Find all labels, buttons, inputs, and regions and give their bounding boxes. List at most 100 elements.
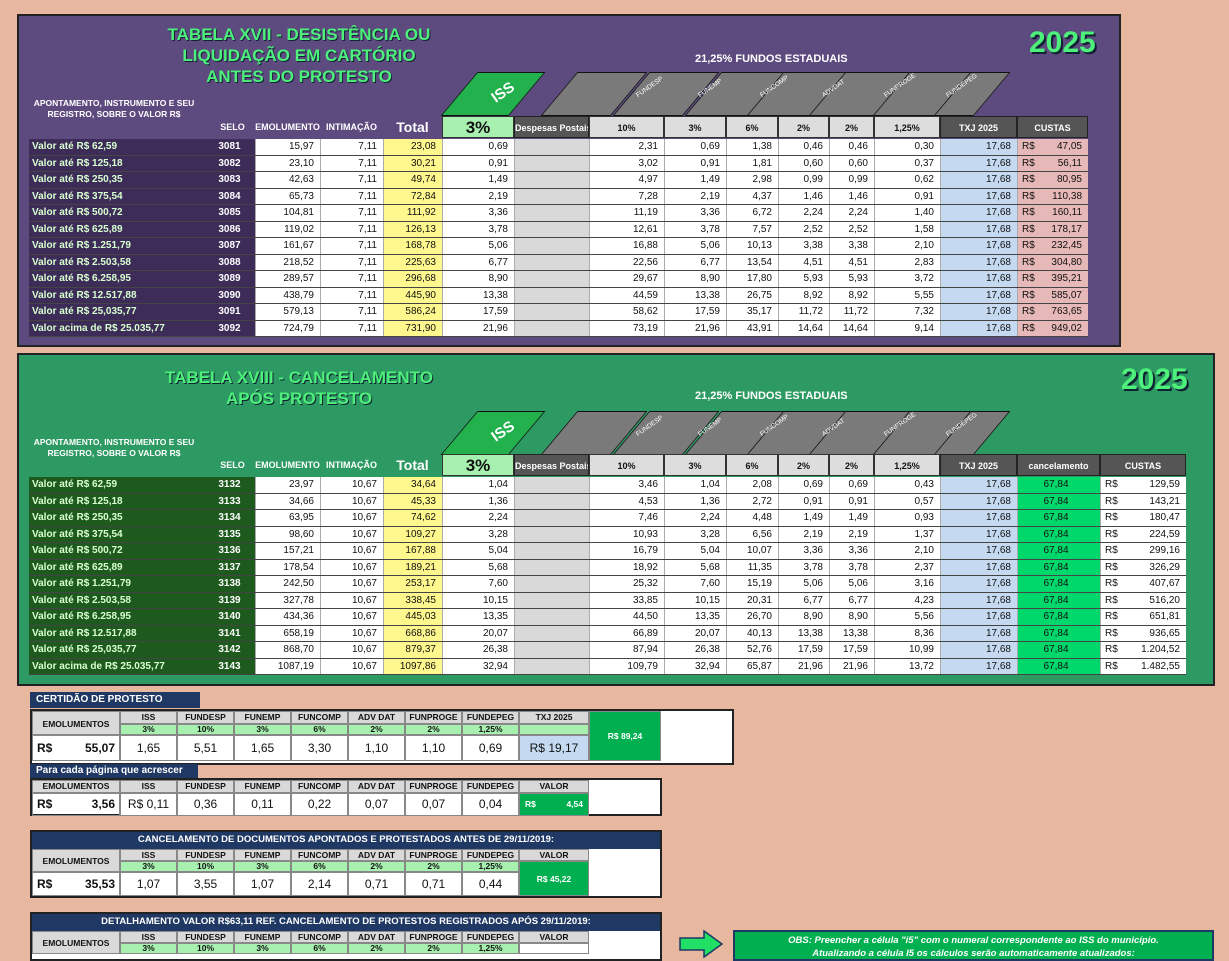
selo-cell: 3137 xyxy=(210,559,255,575)
funcomp-cell: 2,98 xyxy=(726,172,778,188)
table-row: Valor até R$ 1.251,79 3087 161,67 7,11 168,7… xyxy=(29,238,1088,255)
txj-cell: 17,68 xyxy=(940,172,1017,188)
fund-value: 0,36 xyxy=(177,793,234,816)
emolumento-cell: 15,97 xyxy=(255,139,320,155)
table-row: Valor até R$ 375,54 3135 98,60 10,67 109,27 3… xyxy=(29,526,1186,543)
col-header: FUNPROGE xyxy=(405,780,462,793)
iss-cell: 17,59 xyxy=(442,304,514,320)
year-label: 2025 xyxy=(1121,363,1188,396)
fundepeg-cell: 2,83 xyxy=(874,254,940,270)
custas-cell: R$ 407,67 xyxy=(1100,576,1186,592)
funproge-cell: 0,99 xyxy=(829,172,874,188)
header-p4: 2% xyxy=(778,116,829,138)
custas-value: 178,17 xyxy=(1051,223,1082,235)
iss-cell: 5,68 xyxy=(442,559,514,575)
tabela-xvii-rows: Valor até R$ 62,59 3081 15,97 7,11 23,08 0,69… xyxy=(29,139,1088,337)
fundepeg-cell: 0,62 xyxy=(874,172,940,188)
custas-currency: R$ xyxy=(1022,157,1035,169)
values-row: R$ 35,53 1,07 3,55 1,07 2,14 0,71 0,71 0,44 R$ 45… xyxy=(32,861,660,896)
iss-cell: 32,94 xyxy=(442,658,514,674)
iss-cell: 5,04 xyxy=(442,543,514,559)
funemp-cell: 17,59 xyxy=(664,304,726,320)
advdat-cell: 8,92 xyxy=(778,287,829,303)
iss-cell: 13,35 xyxy=(442,609,514,625)
col-header: FUNDEPEG xyxy=(462,849,519,861)
table-row: Valor até R$ 125,18 3133 34,66 10,67 45,33 1,… xyxy=(29,493,1186,510)
fundesp-cell: 16,88 xyxy=(589,238,664,254)
header-emol: EMOLUMENTO xyxy=(255,460,320,470)
emolumento-cell: 178,54 xyxy=(255,559,320,575)
custas-cell: R$ 651,81 xyxy=(1100,609,1186,625)
advdat-cell: 1,46 xyxy=(778,188,829,204)
txj-cell: 17,68 xyxy=(940,609,1017,625)
header-intim: INTIMAÇÃO xyxy=(326,460,377,470)
funcomp-cell: 52,76 xyxy=(726,642,778,658)
col-header: EMOLUMENTOS xyxy=(32,780,120,793)
emolumento-cell: 1087,19 xyxy=(255,658,320,674)
col-header: FUNEMP xyxy=(234,780,291,793)
funemp-cell: 8,90 xyxy=(664,271,726,287)
custas-cell: R$ 585,07 xyxy=(1017,287,1088,303)
header-p6: 1,25% xyxy=(874,116,940,138)
iss-cell: 10,15 xyxy=(442,592,514,608)
intimacao-cell: 10,67 xyxy=(320,625,383,641)
funproge-cell: 5,06 xyxy=(829,576,874,592)
despesas-postais-cell xyxy=(514,477,589,493)
custas-currency: R$ xyxy=(1105,528,1118,540)
fundepeg-cell: 2,37 xyxy=(874,559,940,575)
header-blank xyxy=(29,454,210,476)
cancelamento-cell: 67,84 xyxy=(1017,576,1100,592)
funemp-cell: 5,06 xyxy=(664,238,726,254)
funemp-cell: 20,07 xyxy=(664,625,726,641)
despesas-postais-cell xyxy=(514,543,589,559)
funcomp-cell: 13,54 xyxy=(726,254,778,270)
fundepeg-cell: 8,36 xyxy=(874,625,940,641)
custas-currency: R$ xyxy=(1105,512,1118,523)
pct-cell: 6% xyxy=(291,943,348,954)
emolumento-cell: 327,78 xyxy=(255,592,320,608)
fundepeg-cell: 13,72 xyxy=(874,658,940,674)
custas-value: 651,81 xyxy=(1149,611,1180,622)
funproge-cell: 2,24 xyxy=(829,205,874,221)
value: 0,22 xyxy=(307,797,332,811)
despesas-postais-cell xyxy=(514,510,589,526)
selo-cell: 3081 xyxy=(210,139,255,155)
apontamento-label: APONTAMENTO, INSTRUMENTO E SEU REGISTRO,… xyxy=(33,437,195,458)
funemp-cell: 1,04 xyxy=(664,477,726,493)
custas-currency: R$ xyxy=(1022,289,1035,301)
col-header: FUNEMP xyxy=(234,931,291,943)
pct-cell: 1,25% xyxy=(462,724,519,735)
custas-currency: R$ xyxy=(1022,256,1035,268)
selo-cell: 3088 xyxy=(210,254,255,270)
certidao-values-row: R$ 55,07 1,65 5,51 1,65 3,30 1,10 1,10 0,69 R$ 19… xyxy=(32,711,732,761)
pct-cell: 1,25% xyxy=(462,943,519,954)
header-emol: EMOLUMENTO xyxy=(255,122,320,132)
fundesp-cell: 73,19 xyxy=(589,320,664,336)
advdat-cell: 0,46 xyxy=(778,139,829,155)
custas-value: 326,29 xyxy=(1149,561,1180,573)
custas-cell: R$ 763,65 xyxy=(1017,304,1088,320)
despesas-postais-cell xyxy=(514,155,589,171)
fund-value: 0,22 xyxy=(291,793,348,816)
small-row: 3% 10% 3% 6% 2% 2% 1,25% xyxy=(32,943,660,954)
selo-cell: 3086 xyxy=(210,221,255,237)
intimacao-cell: 10,67 xyxy=(320,609,383,625)
fundesp-cell: 7,46 xyxy=(589,510,664,526)
row-label: Valor até R$ 12.517,88 xyxy=(29,287,210,303)
funproge-cell: 13,38 xyxy=(829,625,874,641)
col-header: FUNCOMP xyxy=(291,780,348,793)
col-header: FUNPROGE xyxy=(405,931,462,943)
iss-cell: 6,77 xyxy=(442,254,514,270)
pct-cell: 2% xyxy=(405,943,462,954)
custas-cell: R$ 304,80 xyxy=(1017,254,1088,270)
fundesp-cell: 18,92 xyxy=(589,559,664,575)
fundesp-cell: 3,02 xyxy=(589,155,664,171)
advdat-cell: 4,51 xyxy=(778,254,829,270)
funcomp-cell: 4,37 xyxy=(726,188,778,204)
custas-cell: R$ 232,45 xyxy=(1017,238,1088,254)
emolumento-cell: 42,63 xyxy=(255,172,320,188)
pct-cell: 3% xyxy=(120,943,177,954)
despesas-postais-cell xyxy=(514,221,589,237)
header-p3: 6% xyxy=(726,116,778,138)
row-label: Valor até R$ 1.251,79 xyxy=(29,576,210,592)
